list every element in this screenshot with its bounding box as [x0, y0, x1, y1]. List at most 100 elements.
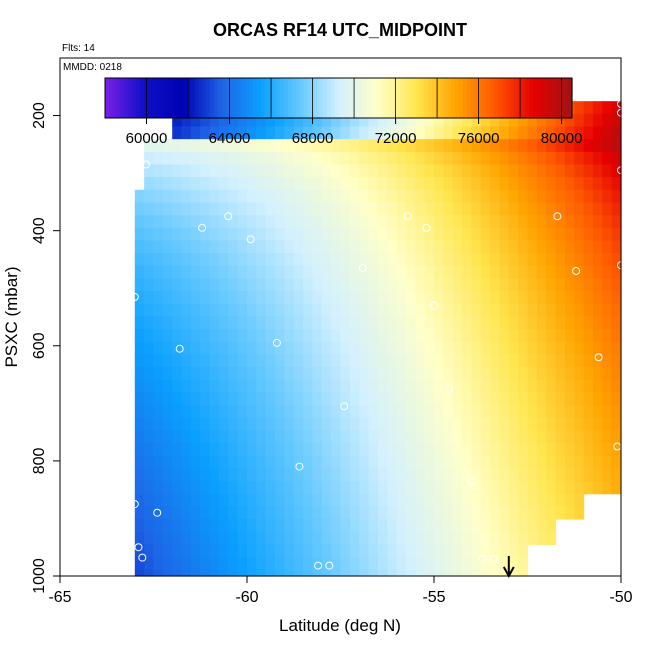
heatmap-cell: [462, 544, 472, 558]
heatmap-cell: [368, 151, 379, 166]
heatmap-cell: [592, 139, 603, 153]
heatmap-cell: [321, 392, 332, 406]
heatmap-cell: [200, 506, 211, 520]
heatmap-cell: [415, 139, 426, 153]
heatmap-cell: [462, 139, 472, 153]
heatmap-cell: [144, 329, 155, 343]
heatmap-cell: [518, 316, 529, 330]
heatmap-cell: [443, 126, 454, 140]
heatmap-cell: [462, 519, 472, 533]
heatmap-cell: [331, 177, 342, 191]
heatmap-cell: [443, 531, 454, 545]
heatmap-cell: [490, 139, 501, 153]
heatmap-cell: [144, 354, 155, 368]
heatmap-cell: [480, 291, 491, 305]
heatmap-cell: [499, 253, 510, 267]
heatmap-cell: [564, 481, 575, 495]
heatmap-cell: [321, 544, 332, 558]
heatmap-cell: [574, 367, 585, 381]
colorbar-segment: [252, 78, 258, 118]
heatmap-cell: [134, 468, 145, 482]
heatmap-cell: [153, 202, 164, 216]
heatmap-cell: [602, 253, 613, 267]
heatmap-cell: [331, 544, 342, 558]
heatmap-cell: [359, 202, 370, 216]
heatmap-cell: [443, 392, 454, 406]
colorbar-segment: [381, 78, 386, 118]
heatmap-cell: [265, 253, 276, 267]
heatmap-cell: [331, 316, 342, 330]
heatmap-cell: [284, 164, 295, 178]
heatmap-cell: [172, 227, 183, 242]
colorbar-segment: [132, 78, 137, 118]
heatmap-cell: [312, 455, 323, 469]
heatmap-cell: [340, 481, 351, 495]
heatmap-cell: [172, 113, 183, 128]
heatmap-cell: [172, 265, 183, 280]
heatmap-cell: [592, 227, 603, 242]
heatmap-cell: [247, 177, 257, 191]
heatmap-cell: [490, 544, 501, 558]
heatmap-cell: [592, 265, 603, 280]
heatmap-cell: [359, 405, 370, 419]
heatmap-cell: [237, 329, 248, 343]
heatmap-cell: [536, 139, 547, 153]
heatmap-cell: [209, 177, 220, 191]
heatmap-cell: [312, 253, 323, 267]
heatmap-cell: [443, 189, 454, 204]
colorbar-segment: [128, 78, 133, 118]
heatmap-cell: [312, 341, 323, 356]
heatmap-cell: [377, 468, 388, 482]
heatmap-cell: [405, 519, 416, 533]
heatmap-cell: [275, 569, 285, 577]
heatmap-cells: [134, 101, 622, 577]
heatmap-cell: [200, 291, 211, 305]
heatmap-cell: [508, 405, 519, 419]
heatmap-cell: [462, 303, 472, 318]
heatmap-cell: [190, 227, 201, 242]
heatmap-cell: [387, 329, 398, 343]
colorbar-segment: [428, 78, 433, 118]
heatmap-cell: [396, 126, 407, 140]
heatmap-cell: [218, 506, 229, 520]
heatmap-cell: [462, 215, 472, 229]
heatmap-cell: [200, 164, 211, 178]
heatmap-cell: [284, 177, 295, 191]
heatmap-cell: [564, 341, 575, 356]
heatmap-cell: [443, 557, 454, 571]
colorbar-segment: [470, 78, 476, 118]
heatmap-cell: [574, 392, 585, 406]
heatmap-cell: [359, 316, 370, 330]
heatmap-cell: [153, 189, 164, 204]
heatmap-cell: [490, 265, 501, 280]
heatmap-cell: [340, 392, 351, 406]
heatmap-cell: [490, 367, 501, 381]
heatmap-cell: [172, 329, 183, 343]
heatmap-cell: [611, 316, 622, 330]
heatmap-cell: [256, 303, 267, 318]
heatmap-cell: [209, 443, 220, 457]
heatmap-cell: [564, 139, 575, 153]
heatmap-cell: [312, 265, 323, 280]
heatmap-cell: [555, 455, 566, 469]
heatmap-cell: [452, 455, 463, 469]
heatmap-cell: [527, 126, 538, 140]
heatmap-cell: [396, 151, 407, 166]
heatmap-cell: [153, 557, 164, 571]
heatmap-cell: [396, 278, 407, 292]
heatmap-cell: [331, 519, 342, 533]
heatmap-cell: [228, 569, 239, 577]
heatmap-cell: [396, 177, 407, 191]
heatmap-cell: [583, 481, 594, 495]
heatmap-cell: [200, 227, 211, 242]
heatmap-cell: [303, 468, 314, 482]
heatmap-cell: [321, 455, 332, 469]
heatmap-cell: [321, 367, 332, 381]
heatmap-cell: [424, 443, 435, 457]
heatmap-cell: [284, 189, 295, 204]
heatmap-cell: [340, 303, 351, 318]
heatmap-cell: [434, 506, 444, 520]
heatmap-cell: [200, 341, 211, 356]
heatmap-cell: [405, 468, 416, 482]
heatmap-cell: [480, 253, 491, 267]
